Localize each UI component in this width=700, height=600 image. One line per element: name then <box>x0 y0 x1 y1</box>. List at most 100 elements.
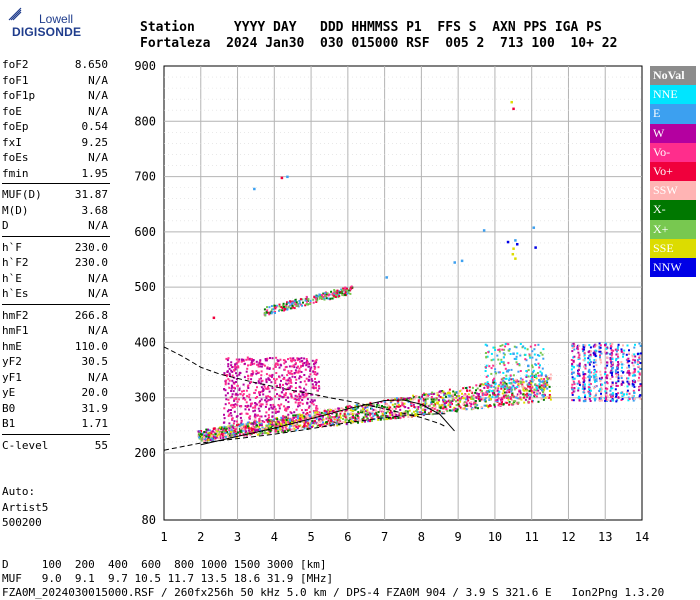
echo-point <box>507 386 510 389</box>
echo-point <box>203 431 206 433</box>
echo-point <box>383 412 386 415</box>
logo-line1: Lowell <box>39 12 74 26</box>
echo-point <box>308 375 311 378</box>
echo-point <box>498 390 501 393</box>
echo-point <box>588 395 591 397</box>
echo-point <box>599 356 601 359</box>
echo-point <box>299 381 302 384</box>
echo-point <box>502 356 505 359</box>
echo-point <box>540 388 543 391</box>
echo-point <box>324 292 327 295</box>
echo-point <box>300 376 303 379</box>
echo-point <box>464 393 467 396</box>
echo-point <box>500 396 503 399</box>
echo-point <box>260 420 263 423</box>
echo-point <box>218 430 221 433</box>
echo-point <box>219 437 222 439</box>
echo-point <box>198 437 201 440</box>
param-separator <box>2 433 110 435</box>
echo-point <box>455 391 458 393</box>
echo-point <box>299 397 302 400</box>
echo-point <box>542 395 545 397</box>
echo-point <box>441 407 444 410</box>
echo-point <box>638 352 641 355</box>
echo-point <box>628 349 630 352</box>
echo-point <box>520 398 523 401</box>
echo-point <box>485 355 488 358</box>
echo-point <box>325 411 327 414</box>
echo-point <box>243 376 246 379</box>
param-name: B0 <box>2 401 16 415</box>
echo-point <box>390 411 393 414</box>
echo-point <box>436 409 439 412</box>
echo-point <box>344 414 347 417</box>
echo-point <box>232 424 234 427</box>
echo-point <box>508 348 511 351</box>
param-value: N/A <box>88 324 108 337</box>
echo-point <box>210 437 213 440</box>
echo-point <box>599 380 602 382</box>
echo-point <box>351 412 354 415</box>
echo-point <box>305 394 308 397</box>
logo-mark-icon <box>8 7 22 21</box>
echo-point <box>224 435 227 438</box>
echo-point <box>582 373 585 376</box>
echo-point <box>615 357 618 360</box>
echo-point <box>508 401 511 404</box>
echo-point <box>394 417 397 420</box>
echo-point <box>286 301 288 304</box>
echo-point <box>364 420 366 423</box>
echo-point <box>301 402 304 405</box>
param-name: hmF2 <box>2 308 29 322</box>
echo-point <box>477 407 479 410</box>
echo-point <box>588 361 591 364</box>
echo-point <box>238 389 241 392</box>
echo-point <box>594 394 597 397</box>
echo-point <box>475 396 478 399</box>
series-point <box>514 257 517 260</box>
echo-point <box>523 394 526 397</box>
echo-point <box>524 398 527 401</box>
echo-point <box>615 400 618 403</box>
echo-point <box>230 436 233 439</box>
echo-point <box>594 380 596 383</box>
echo-point <box>584 365 587 368</box>
echo-point <box>302 411 305 414</box>
echo-point <box>535 377 538 380</box>
echo-point <box>305 425 307 427</box>
echo-point <box>300 371 303 373</box>
echo-point <box>407 400 410 403</box>
echo-point <box>313 367 316 370</box>
echo-point <box>228 379 231 382</box>
echo-point <box>621 393 624 396</box>
echo-point <box>391 414 394 417</box>
echo-point <box>484 392 487 395</box>
echo-point <box>488 399 491 401</box>
header-values: Fortaleza 2024 Jan30 030 015000 RSF 005 … <box>140 36 618 51</box>
echo-point <box>626 371 629 374</box>
echo-point <box>221 431 224 434</box>
echo-point <box>276 427 279 430</box>
echo-point <box>486 344 489 347</box>
echo-point <box>229 432 232 435</box>
echo-point <box>263 308 266 311</box>
echo-point <box>408 409 411 412</box>
echo-point <box>290 381 293 384</box>
echo-point <box>431 408 434 411</box>
echo-point <box>404 398 407 401</box>
echo-point <box>243 434 246 437</box>
echo-point <box>218 437 220 440</box>
echo-point <box>255 360 258 363</box>
echo-point <box>235 396 238 399</box>
echo-point <box>508 388 511 391</box>
echo-point <box>232 432 235 435</box>
echo-point <box>237 366 240 369</box>
echo-point <box>418 411 421 414</box>
echo-point <box>383 418 386 421</box>
echo-point <box>227 398 230 401</box>
echo-point <box>512 379 515 382</box>
echo-point <box>262 363 265 366</box>
echo-point <box>480 391 482 394</box>
echo-point <box>309 368 312 370</box>
echo-point <box>320 423 323 426</box>
